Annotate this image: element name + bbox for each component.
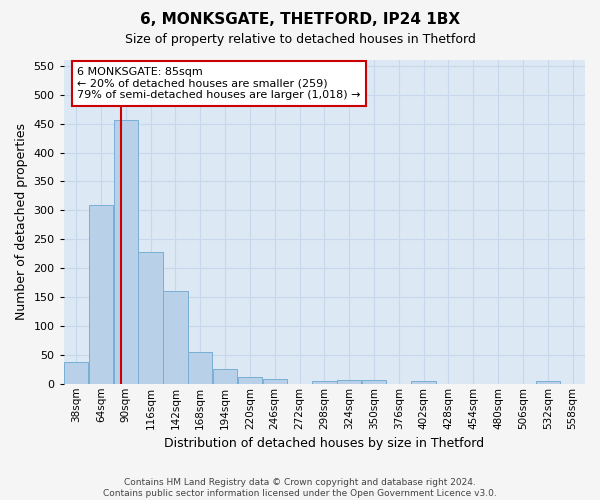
Bar (337, 380, 361, 384)
Y-axis label: Number of detached properties: Number of detached properties (15, 124, 28, 320)
Bar (163, 292, 188, 384)
Bar (213, 370, 237, 384)
Text: Size of property relative to detached houses in Thetford: Size of property relative to detached ho… (125, 32, 475, 46)
Bar (89, 204, 113, 384)
Bar (412, 381, 436, 384)
Bar (263, 378, 287, 384)
Bar (238, 378, 262, 384)
Bar (536, 381, 560, 384)
Bar (139, 252, 163, 384)
Text: 6 MONKSGATE: 85sqm
← 20% of detached houses are smaller (259)
79% of semi-detach: 6 MONKSGATE: 85sqm ← 20% of detached hou… (77, 67, 361, 100)
X-axis label: Distribution of detached houses by size in Thetford: Distribution of detached houses by size … (164, 437, 484, 450)
Bar (113, 120, 138, 384)
Bar (188, 352, 212, 384)
Text: Contains HM Land Registry data © Crown copyright and database right 2024.
Contai: Contains HM Land Registry data © Crown c… (103, 478, 497, 498)
Bar (64, 362, 88, 384)
Text: 6, MONKSGATE, THETFORD, IP24 1BX: 6, MONKSGATE, THETFORD, IP24 1BX (140, 12, 460, 28)
Bar (362, 380, 386, 384)
Bar (312, 381, 337, 384)
